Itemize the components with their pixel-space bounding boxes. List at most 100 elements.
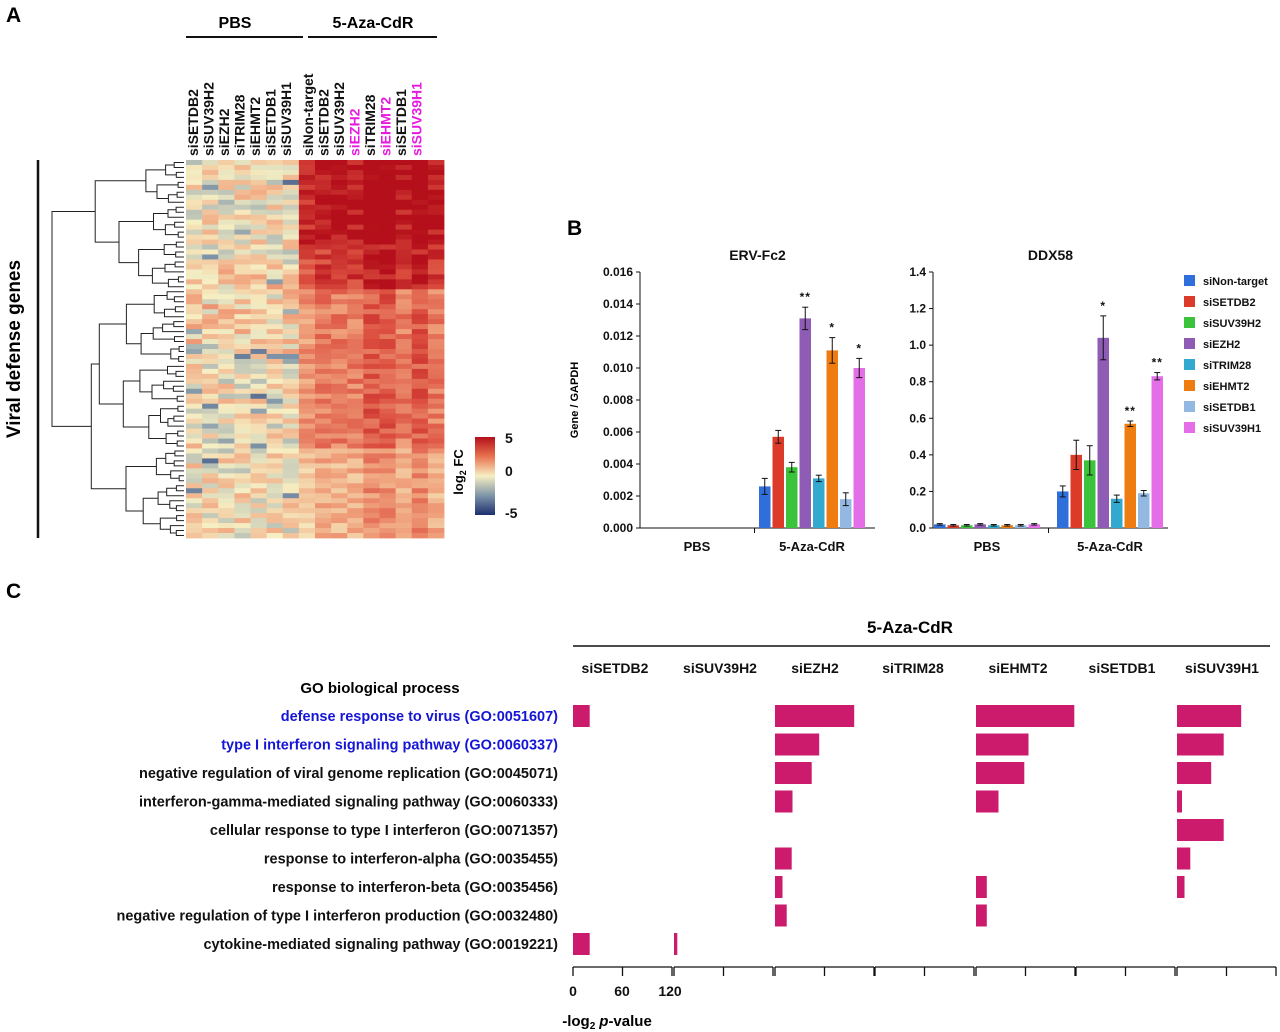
dendrogram-branch <box>177 231 184 238</box>
heatmap-cell <box>218 468 235 474</box>
dendrogram-branch <box>176 440 184 447</box>
dendrogram-branch <box>178 356 184 362</box>
heatmap-cell <box>250 483 268 489</box>
heatmap-cell <box>218 448 235 454</box>
heatmap-cell <box>234 363 251 370</box>
heatmap-cell <box>282 164 300 171</box>
heatmap-cell <box>411 314 429 320</box>
heatmap-cell <box>186 344 203 350</box>
dendrogram-branch <box>125 303 155 345</box>
go-x-tick-label: 60 <box>614 983 630 999</box>
heatmap-cell <box>363 353 380 360</box>
heatmap-cell <box>250 358 268 365</box>
heatmap-cell <box>266 383 284 390</box>
go-term-label: cytokine-mediated signaling pathway (GO:… <box>203 937 558 953</box>
heatmap-cell <box>411 408 429 415</box>
heatmap-cell <box>379 324 397 330</box>
heatmap-cell <box>395 373 413 380</box>
dendrogram-branch <box>167 278 184 288</box>
dendrogram-branch <box>166 487 184 497</box>
heatmap-cell <box>331 358 348 365</box>
heatmap-cell <box>250 179 268 186</box>
heatmap-cell <box>331 349 348 355</box>
heatmap-cell <box>331 209 348 216</box>
heatmap-cell <box>411 523 429 529</box>
heatmap-cell <box>363 388 380 395</box>
heatmap-cell <box>379 463 397 469</box>
heatmap-cell <box>218 329 235 335</box>
heatmap-cell <box>315 199 332 206</box>
heatmap-cell <box>186 378 203 385</box>
go-bar-siehmt2 <box>976 733 1029 756</box>
heatmap-cell <box>282 423 300 429</box>
heatmap-cell <box>411 279 429 285</box>
heatmap-cell <box>202 304 219 310</box>
dendrogram-branch <box>175 251 184 258</box>
heatmap-cell <box>282 528 300 534</box>
heatmap-cell <box>395 334 413 340</box>
heatmap-cell <box>363 269 380 275</box>
heatmap-cell <box>186 398 203 405</box>
heatmap-cell <box>250 279 268 285</box>
bar-ddx58-sitrim28-5-aza-cdr <box>1111 498 1123 528</box>
heatmap-cell <box>250 299 268 305</box>
heatmap-cell <box>347 289 364 295</box>
heatmap-cell <box>363 503 380 509</box>
legend-title: log2 FC <box>451 449 468 495</box>
heatmap-cell <box>347 314 364 320</box>
heatmap-cell <box>202 468 219 474</box>
heatmap-cell <box>234 473 251 479</box>
dendrogram-branch <box>157 491 170 505</box>
dendrogram-branch <box>170 470 184 479</box>
legend-label-siehmt2: siEHMT2 <box>1203 381 1249 393</box>
heatmap-cell <box>331 488 348 494</box>
legend-swatch-siezh2 <box>1184 338 1195 349</box>
go-bar-siehmt2 <box>976 904 987 927</box>
heatmap-cell <box>266 189 284 196</box>
heatmap-cell <box>282 533 300 539</box>
heatmap-cell <box>315 189 332 196</box>
bar-ddx58-sisuv39h1-pbs <box>1028 524 1040 528</box>
heatmap-cell <box>186 294 203 300</box>
heatmap-cell <box>347 344 364 350</box>
heatmap-cell <box>331 169 348 176</box>
heatmap-cell <box>315 164 332 171</box>
heatmap-cell <box>218 418 235 424</box>
heatmap-cell <box>331 329 348 335</box>
heatmap-cell <box>282 353 300 360</box>
heatmap-cell <box>202 518 219 524</box>
heatmap-cell <box>315 503 332 509</box>
heatmap-cell <box>266 264 284 270</box>
heatmap-cell <box>331 344 348 350</box>
heatmap-cell <box>363 408 380 415</box>
heatmap-cell <box>234 229 251 235</box>
heatmap-cell <box>186 408 203 415</box>
heatmap-cell <box>379 209 397 216</box>
heatmap-cell <box>395 214 413 221</box>
heatmap-cell <box>331 513 348 519</box>
heatmap-cell <box>331 164 348 171</box>
heatmap-cell <box>379 353 397 360</box>
heatmap-cell <box>411 508 429 514</box>
heatmap-cell <box>363 204 380 211</box>
heatmap-cell <box>250 184 268 191</box>
heatmap-cell <box>202 503 219 509</box>
heatmap-cell <box>218 378 235 385</box>
heatmap-cell <box>379 234 397 240</box>
heatmap-cell <box>250 169 268 176</box>
heatmap-cell <box>315 388 332 395</box>
heatmap-cell <box>411 160 429 166</box>
aza-column-label-sisetdb1: siSETDB1 <box>393 89 409 156</box>
legend-swatch-siehmt2 <box>1184 380 1195 391</box>
heatmap-cell <box>250 433 268 439</box>
bar-ddx58-sisetdb2-pbs <box>947 525 959 528</box>
heatmap-cell <box>250 244 268 250</box>
heatmap-cell <box>347 309 364 315</box>
heatmap-cell <box>411 388 429 395</box>
heatmap-cell <box>218 264 235 270</box>
heatmap-cell <box>315 453 332 459</box>
heatmap-cell <box>347 493 364 499</box>
heatmap-cell <box>234 214 251 221</box>
heatmap-cell <box>363 403 380 410</box>
heatmap-cell <box>315 244 332 250</box>
